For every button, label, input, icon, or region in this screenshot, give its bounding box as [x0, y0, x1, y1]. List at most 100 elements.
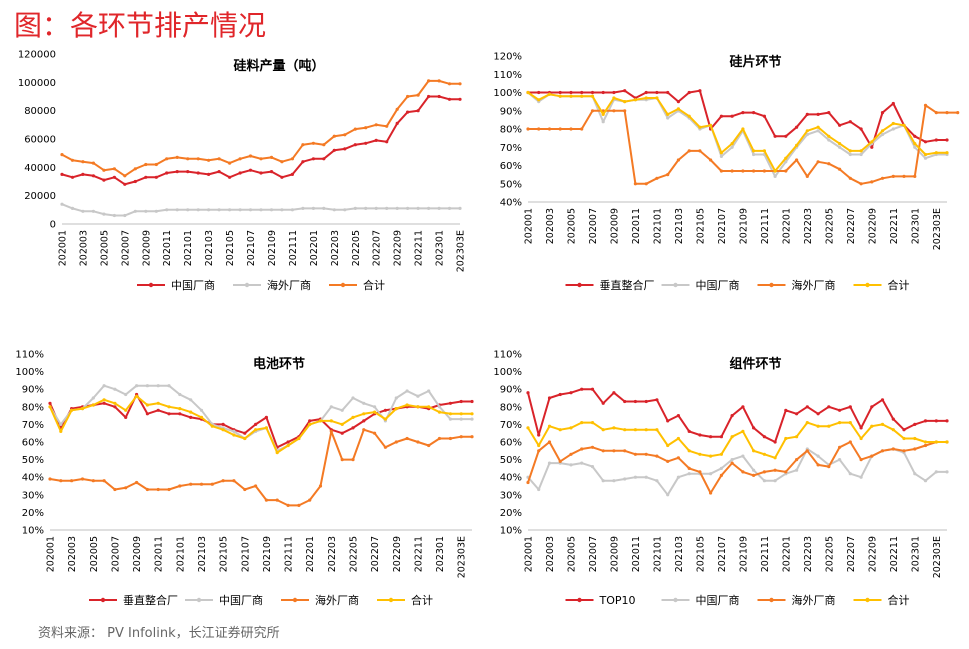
data-point [458, 206, 462, 210]
data-point [891, 174, 895, 178]
data-point [135, 384, 139, 388]
x-tick-label: 202303E [456, 230, 467, 272]
data-point [569, 426, 573, 430]
y-tick-label: 20% [500, 508, 522, 519]
data-point [838, 421, 842, 425]
data-point [207, 208, 211, 212]
x-tick-label: 202003 [67, 536, 78, 572]
data-point [123, 174, 127, 178]
data-point [264, 415, 268, 419]
data-point [709, 158, 713, 162]
series-line-0 [527, 388, 947, 443]
data-point [405, 389, 409, 393]
x-tick-label: 202007 [588, 208, 599, 244]
data-point [880, 176, 885, 180]
data-point [762, 149, 766, 153]
data-point [891, 127, 895, 131]
series-line-1 [527, 91, 947, 178]
data-point [248, 168, 253, 172]
data-point [827, 424, 831, 428]
series-line-1 [49, 384, 472, 452]
data-point [569, 127, 573, 131]
data-point [569, 94, 573, 98]
data-point [945, 419, 949, 423]
data-point [238, 157, 242, 161]
source-note: 资料来源： PV Infolink，长江证券研究所 [38, 626, 280, 641]
legend-label: 中国厂商 [696, 278, 740, 292]
legend-marker [196, 597, 202, 603]
legend-marker [340, 282, 346, 288]
legend-item: 合计 [853, 593, 910, 607]
data-point [784, 156, 788, 160]
data-point [762, 452, 766, 456]
data-point [259, 171, 263, 175]
chart-panel-wafer: 硅片环节 40% 50% 60% 70% 80% 90% 100% 110% 120% 202001… [484, 42, 969, 304]
data-point [383, 408, 387, 412]
y-tick-label: 70% [500, 420, 522, 431]
data-point [719, 114, 723, 118]
x-tick-label: 202303E [932, 208, 943, 250]
data-point [196, 171, 200, 175]
data-point [537, 449, 541, 453]
legend-label: 中国厂商 [696, 593, 740, 607]
data-point [437, 436, 442, 441]
x-tick-label: 202101 [652, 208, 663, 244]
data-point [537, 443, 541, 448]
chart-wafer: 硅片环节 40% 50% 60% 70% 80% 90% 100% 110% 120% 202001… [493, 52, 960, 292]
data-point [264, 426, 268, 430]
data-point [698, 89, 702, 93]
data-point [416, 206, 420, 210]
x-tick-label: 202003 [78, 230, 89, 266]
data-point [269, 155, 274, 159]
data-point [666, 173, 670, 177]
data-point [590, 90, 595, 95]
data-point [730, 145, 734, 149]
data-point [676, 107, 680, 111]
series-line-2 [49, 428, 472, 507]
data-point [437, 410, 442, 414]
x-tick-label: 202011 [631, 536, 642, 572]
y-tick-label: 80% [500, 402, 522, 413]
y-tick-label: 100% [493, 88, 522, 99]
x-tick-label: 202001 [524, 208, 535, 244]
data-point [322, 157, 326, 161]
data-point [406, 94, 410, 99]
data-point [827, 162, 831, 166]
data-point [741, 429, 745, 433]
chart-title: 硅片环节 [729, 54, 781, 70]
x-tick-label: 202211 [889, 208, 900, 244]
legend-item: TOP10 [565, 594, 636, 607]
data-point [795, 468, 799, 472]
data-point [243, 436, 247, 441]
data-point [859, 426, 863, 430]
legend-marker [769, 282, 774, 288]
x-tick-label: 202203 [327, 536, 338, 572]
legend-marker [292, 597, 298, 603]
data-point [311, 157, 315, 161]
data-point [112, 213, 116, 218]
data-point [416, 93, 420, 97]
data-point [623, 109, 627, 113]
data-point [259, 157, 263, 161]
x-tick-label: 202203 [803, 536, 814, 572]
data-point [666, 493, 670, 497]
data-point [633, 428, 637, 432]
data-point [612, 426, 616, 430]
x-tick-label: 202105 [219, 536, 230, 572]
data-point [838, 458, 842, 462]
data-point [238, 208, 242, 212]
data-point [189, 398, 193, 402]
chart-silicon-output: 硅料产量（吨） 0 20000 40000 60000 80000 100000 120000… [18, 50, 467, 293]
y-tick-label: 20000 [24, 191, 56, 202]
data-point [437, 405, 442, 409]
data-point [709, 491, 713, 495]
data-point [913, 142, 917, 146]
data-point [448, 412, 452, 416]
data-point [124, 486, 128, 490]
data-point [385, 124, 389, 128]
data-point [373, 431, 377, 435]
data-point [91, 161, 95, 165]
data-point [308, 498, 312, 502]
data-point [526, 480, 530, 485]
data-point [848, 149, 852, 153]
